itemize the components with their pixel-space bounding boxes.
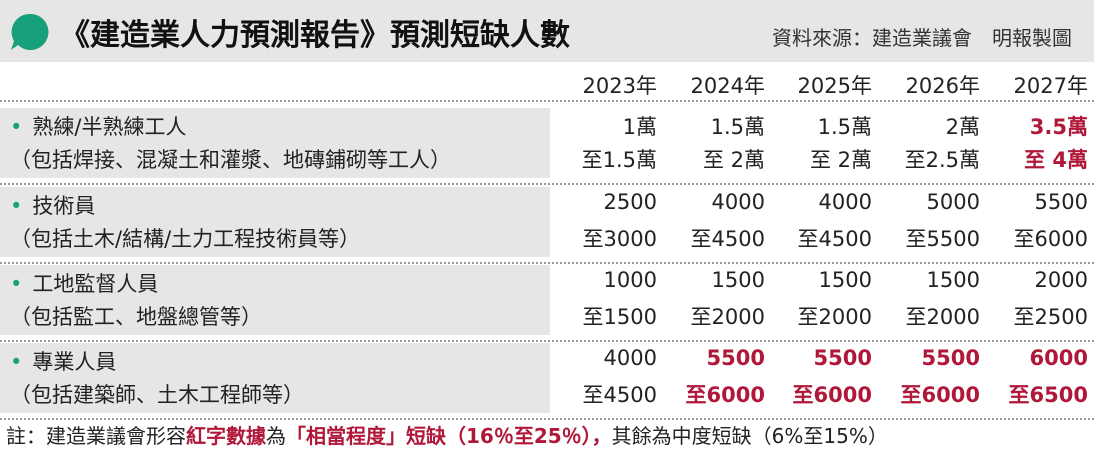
cell-to: 至 2萬 (809, 148, 872, 172)
cell-from: 1500 (711, 268, 765, 292)
cell-from: 2萬 (945, 115, 980, 139)
label-text: 專業人員 (32, 350, 117, 374)
cell-from: 5000 (926, 190, 980, 214)
label-text: 技術員 (32, 194, 96, 218)
year-header: 2025年 (797, 74, 872, 98)
cell-from: 4000 (603, 346, 657, 370)
cell-to: 至2500 (1013, 305, 1088, 329)
note-part: 「相當程度」短缺（16％至25％）， (286, 424, 612, 448)
cell-to: 至2000 (690, 305, 765, 329)
cell-to: 至6000 (900, 383, 980, 407)
cell-to: 至6000 (1013, 227, 1088, 251)
year-header: 2027年 (1013, 74, 1088, 98)
row-label-bg (0, 265, 550, 335)
source: 資料來源：建造業議會 明報製圖 (772, 26, 1072, 50)
cell-to: 至4500 (797, 227, 872, 251)
cell-to: 至6500 (1008, 383, 1088, 407)
cell-from: 5500 (921, 346, 980, 370)
row-label: • 工地監督人員 (10, 268, 158, 298)
header-band (0, 0, 1094, 62)
row-label: • 專業人員 (10, 346, 116, 376)
cell-from: 1.5萬 (710, 115, 765, 139)
year-header: 2023年 (582, 74, 657, 98)
row-sublabel: （包括監工、地盤總管等） (10, 305, 262, 329)
row-label-bg (0, 343, 550, 413)
bullet: • (10, 272, 23, 296)
row-sublabel: （包括建築師、土木工程師等） (10, 383, 304, 407)
cell-to: 至2000 (797, 305, 872, 329)
note-part: 註：建造業議會形容 (6, 424, 186, 448)
cell-to: 至4500 (582, 383, 657, 407)
separator (0, 100, 1094, 102)
cell-from: 1.5萬 (817, 115, 872, 139)
separator (0, 262, 1094, 264)
note-part: 為 (266, 424, 286, 448)
row-label-bg (0, 187, 550, 257)
cell-to: 至1.5萬 (581, 148, 657, 172)
row-label: • 熟練/半熟練工人 (10, 111, 186, 141)
note: 註：建造業議會形容紅字數據為「相當程度」短缺（16％至25％），其餘為中度短缺（… (6, 420, 888, 449)
bullet: • (10, 350, 23, 374)
note-part: 紅字數據 (186, 424, 266, 448)
cell-from: 1500 (818, 268, 872, 292)
bullet: • (10, 115, 23, 139)
separator (0, 340, 1094, 342)
cell-to: 至6000 (685, 383, 765, 407)
row-sublabel: （包括土木/結構/土力工程技術員等） (10, 227, 361, 251)
cell-from: 1萬 (622, 115, 657, 139)
cell-from: 1500 (926, 268, 980, 292)
cell-to: 至 2萬 (702, 148, 765, 172)
title: 《建造業人力預測報告》預測短缺人數 (60, 18, 570, 53)
separator (0, 418, 1094, 420)
cell-to: 至2.5萬 (904, 148, 980, 172)
cell-from: 1000 (603, 268, 657, 292)
cell-from: 4000 (818, 190, 872, 214)
year-header: 2024年 (690, 74, 765, 98)
cell-from: 3.5萬 (1029, 115, 1088, 139)
separator (0, 183, 1094, 185)
year-header: 2026年 (905, 74, 980, 98)
cell-to: 至1500 (582, 305, 657, 329)
cell-to: 至3000 (582, 227, 657, 251)
cell-to: 至5500 (905, 227, 980, 251)
cell-from: 2000 (1034, 268, 1088, 292)
cell-from: 4000 (711, 190, 765, 214)
cell-to: 至6000 (792, 383, 872, 407)
cell-from: 2500 (603, 190, 657, 214)
bullet: • (10, 194, 23, 218)
cell-to: 至4500 (690, 227, 765, 251)
label-text: 熟練/半熟練工人 (32, 115, 187, 139)
cell-to: 至2000 (905, 305, 980, 329)
bubble-icon (11, 13, 49, 51)
row-label-bg (0, 108, 550, 178)
cell-from: 6000 (1029, 346, 1088, 370)
cell-from: 5500 (1034, 190, 1088, 214)
note-part: 其餘為中度短缺（6%至15%） (611, 424, 888, 448)
label-text: 工地監督人員 (32, 272, 159, 296)
row-label: • 技術員 (10, 190, 95, 220)
cell-to: 至 4萬 (1024, 148, 1088, 172)
row-sublabel: （包括焊接、混凝土和灌漿、地磚鋪砌等工人） (10, 148, 451, 172)
cell-from: 5500 (706, 346, 765, 370)
cell-from: 5500 (813, 346, 872, 370)
